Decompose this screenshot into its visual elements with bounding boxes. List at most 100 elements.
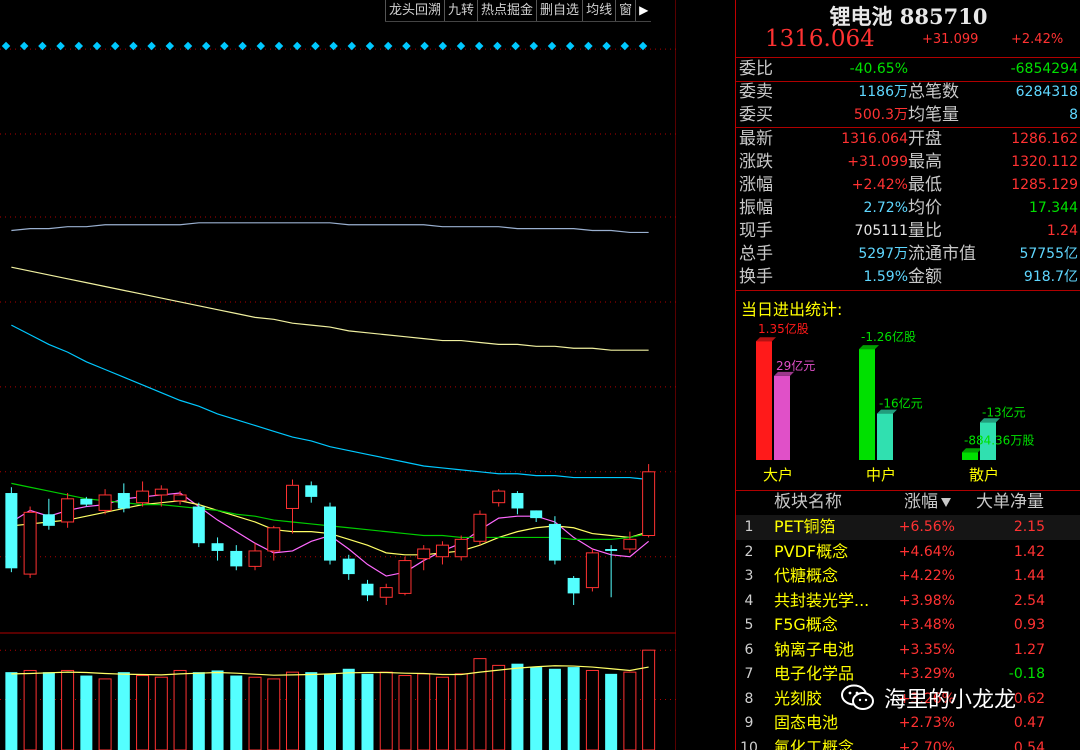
candle-body-up [585, 552, 599, 589]
sector-row[interactable]: 4 共封装光学... +3.98% 2.54 [736, 589, 1080, 614]
sector-name: 钠离子电池 [774, 639, 855, 659]
quote-value: 2.72% [863, 200, 908, 216]
volume-bar-down [567, 667, 580, 750]
toolbar-ma-button[interactable]: 均线 [582, 0, 615, 21]
sector-row[interactable]: 6 钠离子电池 +3.35% 1.27 [736, 638, 1080, 663]
sector-name: 电子化学品 [774, 664, 855, 683]
toolbar-delete-favorite-button[interactable]: 删自选 [536, 0, 582, 21]
sector-name: 氟化工概念 [774, 737, 855, 750]
candle-body-up [173, 494, 187, 502]
candle-body-down [192, 506, 205, 544]
quote-value: 1.24 [1046, 223, 1078, 239]
sector-table-header: 板块名称 涨幅 大单净量 [736, 490, 1080, 515]
flow-shares-label: -1.26亿股 [861, 329, 916, 344]
candle-body-up [417, 548, 431, 560]
sector-row[interactable]: 2 PVDF概念 +4.64% 1.42 [736, 540, 1080, 565]
signal-diamond-marker [292, 41, 302, 51]
volume-bar-up [286, 671, 300, 750]
flow-bar-amount [877, 413, 893, 460]
volume-bar-up [435, 676, 449, 750]
capital-flow-panel: 当日进出统计: 1.35亿股 29亿元 大户 -1.26亿股 -16亿元 中户 -884.3… [736, 292, 1080, 490]
sector-change-pct: +4.22% [898, 568, 955, 584]
toolbar-redian-button[interactable]: 热点掘金 [477, 0, 536, 21]
quote-label: 委买 [739, 105, 773, 125]
volume-bar-down [211, 670, 224, 750]
volume-ma-line [11, 665, 649, 676]
quote-row: 涨幅 +2.42% 最低 1285.129 [736, 174, 1080, 197]
candle-body-down [605, 549, 618, 551]
candle-body-down [305, 485, 318, 497]
signal-diamond-marker [420, 41, 429, 51]
flow-bar-top [859, 345, 879, 350]
candle-body-up [492, 490, 506, 504]
sector-name: 光刻胶 [774, 688, 823, 708]
signal-diamond-marker [56, 41, 65, 51]
collapse-arrow-icon[interactable]: ▶ [635, 0, 651, 21]
toolbar-window-button[interactable]: 窗 [615, 0, 635, 21]
flow-bar-top [877, 409, 897, 414]
sector-rank: 10 [740, 739, 758, 750]
col-big-order-net[interactable]: 大单净量 [976, 492, 1044, 512]
kline-chart[interactable]: 153514911448140413601316127258972984万 [0, 0, 676, 750]
flow-amount-label: -16亿元 [879, 396, 923, 411]
sector-change-pct: +2.70% [898, 739, 955, 750]
sector-change-pct: +3.48% [898, 617, 955, 633]
sector-row[interactable]: 9 固态电池 +2.73% 0.47 [736, 711, 1080, 736]
kline-chart-area[interactable]: 153514911448140413601316127258972984万 龙头… [0, 0, 676, 750]
sector-row[interactable]: 10 氟化工概念 +2.70% 0.54 [736, 736, 1080, 750]
sector-net-volume: 0.54 [1013, 739, 1045, 750]
volume-bar-up [136, 675, 150, 750]
watermark: 海里的小龙龙 [840, 682, 1016, 714]
signal-diamond-marker [274, 41, 284, 51]
change-percent: +2.42% [1011, 32, 1064, 47]
quote-value: 6284318 [1015, 84, 1078, 100]
flow-bar-shares [962, 452, 978, 460]
signal-diamond-marker [365, 41, 375, 51]
sector-name: 共封装光学... [774, 590, 870, 610]
toolbar-longtou-button[interactable]: 龙头回溯 [385, 0, 444, 21]
volume-bar-down [511, 663, 524, 750]
sector-row[interactable]: 3 代糖概念 +4.22% 1.44 [736, 564, 1080, 589]
quote-label: 换手 [739, 267, 773, 287]
candle-body-down [211, 543, 224, 551]
sector-row[interactable]: 8 光刻胶 +3.26% 0.62 [736, 687, 1080, 712]
col-sector-name[interactable]: 板块名称 [774, 492, 842, 512]
candle-body-down [567, 577, 580, 594]
sector-name: 代糖概念 [774, 566, 839, 585]
sector-row[interactable]: 1 PET铜箔 +6.56% 2.15 [736, 515, 1080, 540]
quote-label: 涨幅 [739, 175, 773, 195]
sector-rank: 6 [744, 641, 754, 658]
candle-body-down [342, 558, 355, 575]
quote-label: 总手 [739, 244, 773, 264]
candle-body-down [548, 523, 561, 561]
col-change-pct[interactable]: 涨幅 [904, 490, 951, 515]
flow-bar-top [774, 371, 794, 376]
quote-row: 换手 1.59% 金额 918.7亿 [736, 266, 1080, 289]
watermark-text: 海里的小龙龙 [884, 688, 1017, 713]
quote-panel: 锂电池 885710 1316.064 +31.099 +2.42% 委比 -4… [735, 0, 1080, 750]
sector-row[interactable]: 7 电子化学品 +3.29% -0.18 [736, 662, 1080, 687]
flow-bar-amount [980, 422, 996, 460]
toolbar-jiuzhuan-button[interactable]: 九转 [444, 0, 477, 21]
signal-diamond-marker [311, 41, 320, 51]
signal-diamond-marker [19, 41, 29, 51]
candle-body-up [61, 498, 75, 523]
signal-diamond-marker [329, 41, 338, 51]
signal-diamond-marker [511, 41, 520, 51]
volume-bar-up [454, 673, 468, 750]
price-row: 1316.064 +31.099 +2.42% [736, 26, 1080, 55]
candle-body-down [511, 493, 524, 509]
sector-net-volume: 2.54 [1013, 592, 1045, 609]
candle-body-up [454, 538, 468, 558]
sector-net-volume: 2.15 [1013, 519, 1045, 535]
signal-diamond-marker [474, 41, 484, 51]
quote-row: 涨跌 +31.099 最高 1320.112 [736, 151, 1080, 174]
sector-row[interactable]: 5 F5G概念 +3.48% 0.93 [736, 613, 1080, 638]
candle-body-up [136, 490, 150, 504]
ma-line-ma120 [11, 222, 649, 234]
flow-amount-label: 29亿元 [776, 358, 815, 373]
candle-body-up [286, 484, 300, 509]
sector-change-pct: +3.35% [898, 641, 955, 658]
candle-body-up [267, 527, 281, 552]
